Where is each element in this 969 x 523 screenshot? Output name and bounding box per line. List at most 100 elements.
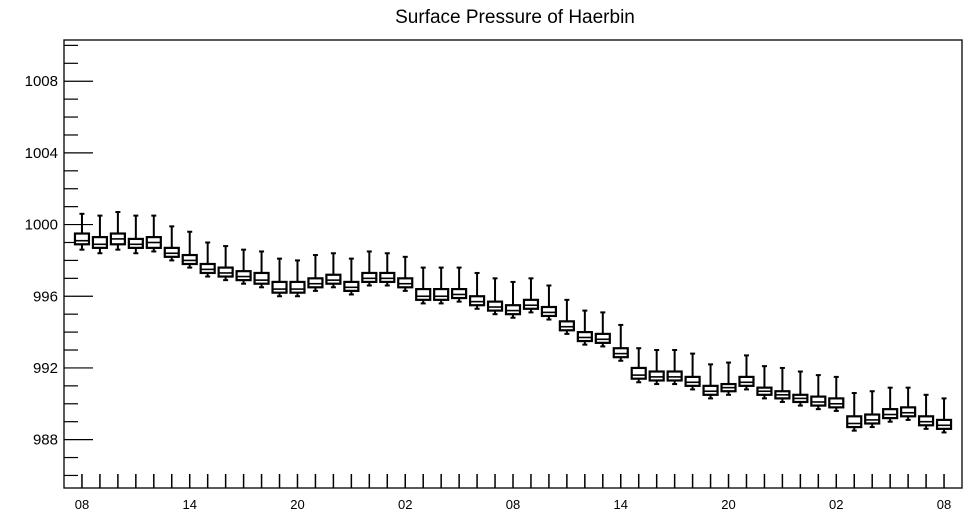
box-item [451, 266, 468, 303]
box-body [648, 370, 665, 382]
box-item [504, 280, 522, 319]
box-item [289, 259, 306, 298]
box-item [792, 370, 809, 407]
box-item [630, 347, 647, 384]
y-tick-label: 1000 [25, 217, 58, 234]
box-item [379, 252, 396, 287]
box-body [540, 305, 558, 318]
box-item [468, 271, 486, 310]
box-item [109, 211, 126, 251]
box-body [217, 266, 234, 278]
box-item [343, 257, 360, 296]
box-body [181, 253, 198, 266]
x-tick-label: 08 [506, 497, 520, 512]
x-tick-label: 08 [75, 497, 89, 512]
box-item [307, 254, 324, 292]
box-item [882, 386, 899, 423]
x-tick-label: 14 [614, 497, 628, 512]
box-item [415, 266, 432, 305]
box-body [451, 287, 468, 300]
box-item [846, 392, 863, 432]
box-body [504, 304, 522, 316]
box-body [468, 295, 486, 307]
box-item [684, 352, 701, 391]
box-series [73, 211, 953, 434]
box-body [522, 298, 540, 310]
y-tick-label: 988 [33, 432, 58, 449]
box-item [702, 363, 719, 400]
box-body [666, 370, 683, 382]
box-body [576, 330, 593, 343]
box-item [433, 266, 450, 305]
box-body [253, 271, 270, 285]
box-body [361, 271, 378, 284]
box-item [163, 225, 180, 262]
box-item [900, 386, 917, 421]
box-body [199, 262, 216, 275]
box-item [828, 375, 845, 412]
box-body [127, 237, 144, 249]
x-tick-label: 20 [290, 497, 304, 512]
box-item [253, 250, 270, 289]
box-item [235, 248, 252, 285]
box-body [91, 236, 109, 249]
box-body [379, 271, 396, 284]
y-tick-label: 992 [33, 360, 58, 377]
x-tick-label: 14 [182, 497, 196, 512]
box-item [522, 277, 540, 314]
box-body [415, 287, 432, 301]
box-item [576, 309, 593, 346]
y-axis: 988 992 996 1000 1004 1008 [25, 44, 93, 477]
x-axis: 08 14 20 02 08 14 20 02 08 [75, 474, 951, 512]
box-body [864, 413, 881, 425]
box-body [594, 332, 611, 344]
box-item [540, 284, 558, 321]
box-body [935, 418, 953, 430]
box-body [343, 280, 360, 292]
box-item [810, 374, 827, 411]
box-body [235, 270, 252, 282]
box-item [199, 241, 216, 278]
box-body [307, 277, 324, 289]
box-body [684, 375, 701, 387]
box-body [702, 384, 719, 396]
x-tick-label: 08 [937, 497, 951, 512]
box-item [145, 214, 162, 253]
box-body [289, 280, 306, 294]
box-body [397, 277, 414, 289]
box-item [181, 230, 198, 269]
box-body [828, 397, 845, 409]
box-body [810, 395, 827, 407]
y-tick-label: 1008 [25, 73, 58, 90]
box-item [486, 277, 504, 316]
y-tick-label: 996 [33, 288, 58, 305]
box-item [217, 245, 234, 282]
box-item [648, 349, 665, 386]
box-item [738, 354, 755, 391]
box-item [612, 323, 629, 362]
box-body [73, 232, 91, 246]
box-body [917, 415, 935, 427]
x-tick-label: 20 [721, 497, 735, 512]
chart-title: Surface Pressure of Haerbin [395, 7, 635, 28]
box-item [91, 214, 109, 255]
box-body [882, 408, 899, 420]
box-item [73, 212, 91, 251]
box-item [720, 361, 737, 396]
box-body [325, 273, 342, 285]
box-item [127, 214, 144, 255]
box-body [612, 347, 629, 359]
box-body [558, 320, 575, 332]
box-body [486, 300, 504, 312]
box-body [433, 287, 450, 301]
box-item [774, 366, 791, 403]
box-item [864, 390, 881, 429]
box-item [361, 250, 378, 287]
box-body [846, 415, 863, 429]
box-item [917, 393, 935, 430]
box-item [558, 298, 575, 335]
box-item [935, 397, 953, 434]
x-tick-label: 02 [398, 497, 412, 512]
